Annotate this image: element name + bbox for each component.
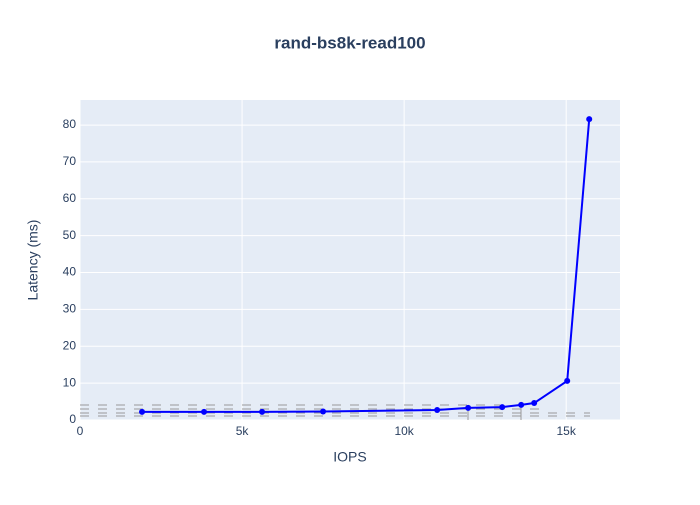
y-tick-label: 30 xyxy=(63,302,77,316)
data-point xyxy=(499,404,506,411)
data-point xyxy=(320,408,327,415)
data-point xyxy=(531,400,538,407)
y-tick-label: 0 xyxy=(69,412,76,426)
data-point xyxy=(586,116,593,123)
y-tick-label: 10 xyxy=(63,375,77,389)
data-point xyxy=(139,408,146,415)
x-tick-label: 0 xyxy=(77,424,84,438)
y-tick-label: 40 xyxy=(63,265,77,279)
plot-area xyxy=(80,100,620,420)
y-tick-label: 70 xyxy=(63,154,77,168)
y-tick-label: 50 xyxy=(63,228,77,242)
data-point xyxy=(518,401,525,408)
y-axis-title: Latency (ms) xyxy=(25,220,41,301)
y-tick-label: 80 xyxy=(63,117,77,131)
chart-title: rand-bs8k-read100 xyxy=(274,33,425,52)
data-point xyxy=(434,407,441,414)
x-tick-label: 5k xyxy=(236,424,250,438)
data-point xyxy=(564,377,571,384)
y-tick-label: 60 xyxy=(63,191,77,205)
data-point xyxy=(465,404,472,411)
grid xyxy=(79,100,620,421)
x-axis-title: IOPS xyxy=(333,449,366,465)
y-tick-label: 20 xyxy=(63,338,77,352)
x-tick-label: 10k xyxy=(394,424,414,438)
data-point xyxy=(259,408,266,415)
data-point xyxy=(201,408,208,415)
x-tick-label: 15k xyxy=(557,424,577,438)
